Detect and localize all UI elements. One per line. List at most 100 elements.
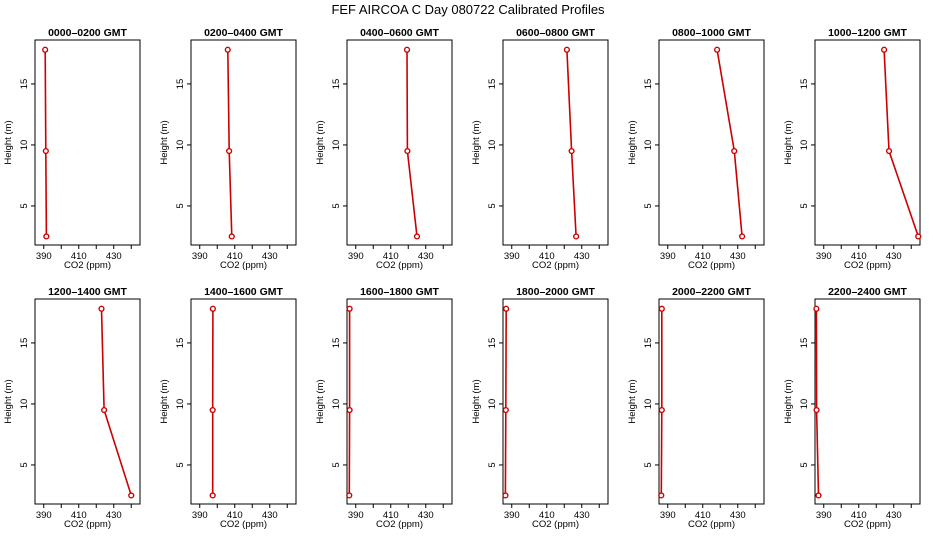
data-point <box>739 233 746 240</box>
panel: 0800–1000 GMT 390 410 430 5 10 15 CO2 (ppm) Heig… <box>627 27 765 271</box>
y-tick-label: 10 <box>331 399 342 410</box>
y-tick-label: 10 <box>799 399 810 410</box>
plot-frame <box>502 39 609 246</box>
x-tick-label: 410 <box>539 251 555 262</box>
y-axis-label: Height (m) <box>3 379 14 423</box>
panel: 0200–0400 GMT 390 410 430 5 10 15 CO2 (ppm) Heig… <box>159 27 297 271</box>
x-tick-label: 430 <box>886 251 902 262</box>
y-tick-label: 10 <box>643 399 654 410</box>
y-axis-label: Height (m) <box>783 120 794 164</box>
data-point <box>346 305 353 312</box>
y-tick-label: 15 <box>487 79 498 90</box>
y-tick-label: 5 <box>643 462 654 467</box>
x-axis-label: CO2 (ppm) <box>844 260 891 271</box>
y-tick-label: 5 <box>487 462 498 467</box>
profile-line <box>100 308 133 496</box>
y-tick-label: 5 <box>175 203 186 208</box>
data-point <box>813 305 820 312</box>
plot-frame <box>346 39 453 246</box>
y-tick-label: 5 <box>19 203 30 208</box>
y-tick-label: 15 <box>175 338 186 349</box>
y-tick-label: 5 <box>799 462 810 467</box>
y-tick-label: 10 <box>799 140 810 151</box>
y-tick-label: 15 <box>643 79 654 90</box>
y-axis-label: Height (m) <box>471 120 482 164</box>
y-axis-label: Height (m) <box>471 379 482 423</box>
y-tick-label: 10 <box>487 140 498 151</box>
y-axis-label: Height (m) <box>627 379 638 423</box>
data-point <box>42 46 49 53</box>
y-axis-label: Height (m) <box>159 120 170 164</box>
panel-title: 1600–1800 GMT <box>360 286 439 298</box>
panel: 0000–0200 GMT 390 410 430 5 10 15 CO2 (ppm) Heig… <box>3 27 141 271</box>
x-tick-label: 390 <box>348 510 364 521</box>
data-point <box>346 492 353 499</box>
y-tick-label: 5 <box>331 462 342 467</box>
y-tick-label: 10 <box>175 399 186 410</box>
plot-frame <box>658 39 765 246</box>
y-axis-label: Height (m) <box>315 379 326 423</box>
x-tick-label: 390 <box>660 251 676 262</box>
data-point <box>101 406 108 414</box>
x-axis-label: CO2 (ppm) <box>376 519 423 530</box>
plot-frame <box>346 298 453 505</box>
panel: 2000–2200 GMT 390 410 430 5 10 15 CO2 (ppm) Heig… <box>627 286 765 530</box>
x-tick-label: 410 <box>227 510 243 521</box>
panel-title: 1000–1200 GMT <box>828 27 907 39</box>
x-tick-label: 430 <box>730 251 746 262</box>
y-tick-label: 15 <box>799 338 810 349</box>
plot-frame <box>190 298 297 505</box>
data-point <box>228 233 235 240</box>
data-point <box>573 233 580 240</box>
y-axis-label: Height (m) <box>159 379 170 423</box>
x-tick-label: 390 <box>36 510 52 521</box>
panel-title: 0400–0600 GMT <box>360 27 439 39</box>
data-point <box>503 305 510 312</box>
plot-frame <box>814 298 921 505</box>
panel-title: 2200–2400 GMT <box>828 286 907 298</box>
data-point <box>43 233 50 240</box>
x-tick-label: 430 <box>418 251 434 262</box>
plot-frame <box>34 39 141 246</box>
x-tick-label: 410 <box>71 251 87 262</box>
plot-frame <box>502 298 609 505</box>
plot-frame <box>34 298 141 505</box>
panel: 1000–1200 GMT 390 410 430 5 10 15 CO2 (ppm) Heig… <box>783 27 922 271</box>
y-tick-label: 15 <box>331 79 342 90</box>
y-tick-label: 15 <box>175 79 186 90</box>
panel-title: 1800–2000 GMT <box>516 286 595 298</box>
x-axis-label: CO2 (ppm) <box>64 519 111 530</box>
x-tick-label: 410 <box>539 510 555 521</box>
data-point <box>209 492 216 499</box>
data-point <box>563 46 570 53</box>
plot-frame <box>190 39 297 246</box>
profile-line <box>660 308 663 496</box>
profile-line <box>815 308 820 496</box>
x-tick-label: 410 <box>383 251 399 262</box>
x-tick-label: 430 <box>574 251 590 262</box>
plot-frame <box>658 298 765 505</box>
x-axis-label: CO2 (ppm) <box>376 260 423 271</box>
y-tick-label: 5 <box>487 203 498 208</box>
x-tick-label: 390 <box>192 510 208 521</box>
x-tick-label: 390 <box>504 510 520 521</box>
data-point <box>658 406 665 414</box>
y-tick-label: 10 <box>331 140 342 151</box>
panel-title: 1200–1400 GMT <box>48 286 127 298</box>
panel-title: 0200–0400 GMT <box>204 27 283 39</box>
y-tick-label: 10 <box>19 140 30 151</box>
panel: 2200–2400 GMT 390 410 430 5 10 15 CO2 (ppm) Heig… <box>783 286 921 530</box>
panel-title: 0600–0800 GMT <box>516 27 595 39</box>
data-point <box>404 147 411 155</box>
profile-line <box>883 49 920 237</box>
x-tick-label: 410 <box>851 251 867 262</box>
x-tick-label: 430 <box>886 510 902 521</box>
x-tick-label: 390 <box>192 251 208 262</box>
data-point <box>413 233 421 240</box>
x-tick-label: 410 <box>383 510 399 521</box>
data-point <box>731 147 738 155</box>
y-axis-label: Height (m) <box>627 120 638 164</box>
profile-line <box>566 49 577 237</box>
data-point <box>813 406 820 414</box>
